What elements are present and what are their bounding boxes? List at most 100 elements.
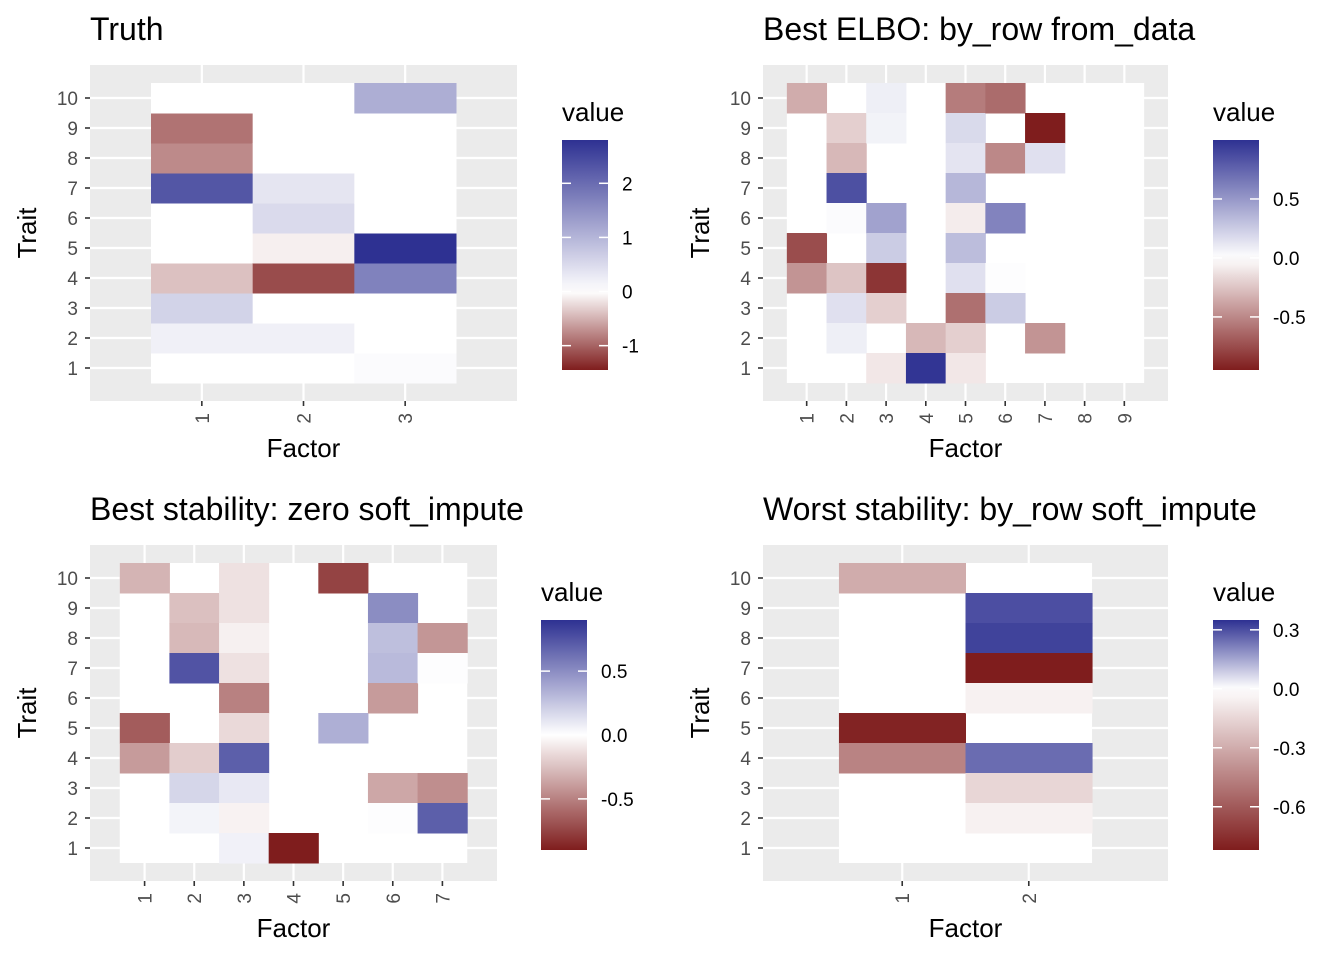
heatmap-cell	[866, 353, 907, 384]
heatmap-cell	[151, 233, 254, 264]
heatmap-cell	[1025, 323, 1066, 354]
x-tick-label: 5	[334, 893, 355, 904]
panel-title: Truth	[90, 11, 164, 47]
heatmap-cell	[838, 713, 966, 744]
legend-break-label: 0.5	[601, 662, 627, 683]
heatmap-cell	[985, 203, 1026, 234]
legend-title: value	[562, 97, 624, 127]
heatmap-cell	[786, 233, 828, 264]
panel-title: Best stability: zero soft_impute	[90, 491, 524, 527]
y-tick-label: 6	[67, 209, 78, 230]
y-tick-label: 3	[67, 779, 78, 800]
x-tick-label: 3	[396, 413, 417, 424]
heatmap-cell	[367, 653, 419, 684]
panel-title: Best ELBO: by_row from_data	[763, 11, 1195, 47]
heatmap-cell	[354, 203, 457, 234]
heatmap-cell	[965, 803, 1093, 834]
heatmap-cell	[866, 233, 907, 264]
heatmap-cell	[219, 563, 270, 594]
legend: value 0.5 0.0 -0.5	[541, 577, 634, 850]
heatmap-cell	[354, 113, 457, 144]
heatmap-cell	[945, 293, 986, 324]
heatmap-cell	[119, 563, 170, 594]
y-axis-title: Trait	[685, 687, 715, 739]
heatmap-cell	[169, 803, 220, 834]
heatmap-cell	[151, 293, 254, 324]
heatmap-cell	[985, 143, 1026, 174]
heatmap-panel-best-elbo: Best ELBO: by_row from_data 1 2 3 4 5 6 7 8 9 10 1 2…	[685, 11, 1306, 463]
heatmap-cell	[169, 623, 220, 654]
legend-break-label: -1	[622, 337, 639, 358]
y-tick-label: 1	[740, 359, 751, 380]
y-tick-label: 4	[740, 749, 751, 770]
legend-colorbar	[1213, 620, 1259, 850]
y-tick-label: 5	[740, 719, 751, 740]
legend-title: value	[1213, 97, 1275, 127]
heatmap-cell	[151, 113, 254, 144]
heatmap-cell	[945, 173, 986, 204]
x-axis-title: Factor	[929, 433, 1003, 463]
heatmap-cell	[252, 83, 355, 114]
heatmap-cell	[945, 83, 986, 114]
heatmap-cell	[354, 143, 457, 174]
y-tick-label: 10	[730, 569, 751, 590]
heatmap-cell	[252, 293, 355, 324]
heatmap-cell	[965, 593, 1093, 624]
heatmap-cell	[367, 593, 419, 624]
heatmap-cell	[252, 173, 355, 204]
heatmap-cell	[367, 623, 419, 654]
y-tick-label: 5	[67, 239, 78, 260]
heatmap-cell	[866, 113, 907, 144]
y-tick-label: 8	[67, 149, 78, 170]
heatmap-cell	[354, 263, 457, 294]
x-tick-label: 3	[877, 413, 898, 424]
y-tick-label: 8	[740, 629, 751, 650]
heatmap-cell	[985, 263, 1026, 294]
y-tick-label: 2	[740, 329, 751, 350]
heatmap-cell	[826, 263, 867, 294]
legend-colorbar	[562, 140, 608, 370]
legend-break-label: 2	[622, 174, 633, 195]
legend-break-label: 0.3	[1273, 621, 1299, 642]
heatmap-cell	[252, 233, 355, 264]
y-tick-label: 9	[740, 599, 751, 620]
x-tick-label: 2	[185, 893, 206, 904]
y-tick-label: 5	[740, 239, 751, 260]
heatmap-cell	[252, 143, 355, 174]
heatmap-cell	[417, 773, 468, 804]
y-tick-label: 4	[740, 269, 751, 290]
x-tick-label: 7	[1036, 413, 1057, 424]
heatmap-cell	[318, 713, 369, 744]
legend-break-label: 0	[622, 283, 633, 304]
y-tick-label: 10	[730, 89, 751, 110]
legend-break-label: 0.5	[1273, 190, 1299, 211]
heatmap-cell	[151, 83, 254, 114]
y-tick-label: 2	[740, 809, 751, 830]
y-tick-label: 7	[67, 659, 78, 680]
heatmap-cell	[838, 563, 966, 594]
y-tick-label: 8	[740, 149, 751, 170]
legend-break-label: 0.0	[1273, 249, 1299, 270]
legend-break-label: -0.5	[601, 790, 634, 811]
y-tick-label: 1	[740, 839, 751, 860]
y-tick-label: 6	[67, 689, 78, 710]
heatmap-cell	[965, 623, 1093, 654]
heatmap-cell	[965, 683, 1093, 714]
legend-break-label: 1	[622, 228, 633, 249]
heatmap-cell	[905, 353, 947, 384]
heatmap-panel-best-stability: Best stability: zero soft_impute 1 2 3 4 5 6 7 8…	[12, 491, 634, 943]
y-tick-label: 7	[67, 179, 78, 200]
heatmap-cell	[945, 143, 986, 174]
heatmap-cell	[219, 833, 270, 864]
heatmap-cell	[945, 323, 986, 354]
y-tick-label: 5	[67, 719, 78, 740]
y-tick-label: 7	[740, 179, 751, 200]
heatmap-cell	[268, 833, 319, 864]
heatmap-cell	[219, 653, 270, 684]
y-tick-label: 6	[740, 689, 751, 710]
legend: value 0.3 0.0 -0.3 -0.6	[1213, 577, 1306, 850]
heatmap-cell	[786, 83, 828, 114]
heatmap-cell	[866, 293, 907, 324]
